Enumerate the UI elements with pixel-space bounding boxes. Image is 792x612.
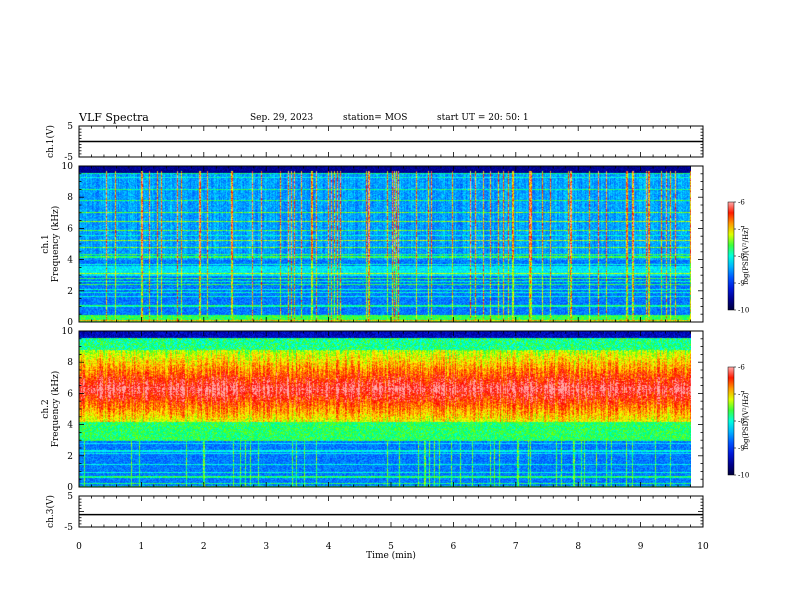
x-tick-label: 9 — [638, 542, 644, 552]
y-tick-label: 4 — [67, 421, 73, 431]
ch1-voltage-ylabel-line: ch.1(V) — [45, 125, 56, 158]
y-tick-label: -5 — [64, 153, 73, 163]
ch1-frequency-ylabel: ch.1 Frequency (kHz) — [41, 206, 61, 283]
colorbar-tick-label: -7 — [738, 391, 745, 399]
y-tick-label: 4 — [67, 256, 73, 266]
y-tick-label: 5 — [67, 492, 73, 502]
colorbar-tick-label: -8 — [738, 253, 745, 261]
x-tick-label: 8 — [575, 542, 581, 552]
x-tick-label: 1 — [139, 542, 145, 552]
colorbar-tick-label: -8 — [738, 418, 745, 426]
x-tick-label: 5 — [388, 542, 394, 552]
colorbar-tick-label: -10 — [738, 307, 749, 315]
y-tick-label: 2 — [67, 287, 73, 297]
colorbar-label-2: log(PSD)(V²/Hz) — [742, 392, 750, 449]
ch1-frequency-ylabel-line: ch.1 — [41, 234, 51, 253]
x-tick-label: 2 — [201, 542, 207, 552]
colorbar-label-text: log(PSD)(V²/Hz) — [742, 392, 750, 449]
axes-layer — [78, 125, 736, 528]
y-tick-label: 6 — [67, 224, 73, 234]
colorbar-tick-label: -6 — [738, 364, 745, 372]
colorbar-1 — [727, 201, 735, 311]
y-tick-label: 10 — [62, 162, 74, 172]
colorbar-tick-label: -7 — [738, 226, 745, 234]
ch1-voltage-ylabel: ch.1(V) — [45, 125, 56, 158]
spectrogram-layer — [79, 166, 691, 487]
ch1-frequency-ylabel-line: Frequency (kHz) — [50, 206, 61, 283]
ch2-frequency-ylabel-line: ch.2 — [41, 399, 51, 418]
ch2-frequency-ylabel: ch.2 Frequency (kHz) — [41, 371, 61, 448]
colorbar-label-text: log(PSD)(V²/Hz) — [742, 227, 750, 284]
ch2-spectrogram-image — [79, 331, 691, 487]
y-tick-label: 5 — [67, 122, 73, 132]
x-tick-label: 0 — [76, 542, 82, 552]
y-tick-label: 0 — [67, 483, 73, 493]
colorbar-2 — [727, 366, 735, 476]
ch3-voltage-ylabel: ch.3(V) — [45, 495, 56, 528]
x-tick-label: 10 — [697, 542, 709, 552]
ch1-spectrogram-image — [79, 166, 691, 322]
date-label: Sep. 29, 2023 — [250, 113, 314, 123]
station-label: station= MOS — [343, 113, 408, 123]
colorbar-tick-label: -10 — [738, 472, 749, 480]
x-tick-label: 4 — [326, 542, 332, 552]
colorbar-tick-label: -6 — [738, 199, 745, 207]
x-tick-label: 6 — [451, 542, 457, 552]
y-tick-label: 0 — [67, 318, 73, 328]
colorbar-tick-label: -9 — [738, 445, 745, 453]
y-tick-label: 8 — [67, 193, 73, 203]
start-time-label: start UT = 20: 50: 1 — [437, 113, 529, 123]
x-axis-label: Time (min) — [366, 550, 416, 561]
ch2-frequency-ylabel-line: Frequency (kHz) — [50, 371, 61, 448]
y-tick-label: 10 — [62, 327, 74, 337]
y-tick-label: 8 — [67, 358, 73, 368]
colorbar-label-1: log(PSD)(V²/Hz) — [742, 227, 750, 284]
y-tick-label: 6 — [67, 389, 73, 399]
ch3-voltage-ylabel-line: ch.3(V) — [45, 495, 56, 528]
y-tick-label: -5 — [64, 523, 73, 533]
colorbar-tick-label: -9 — [738, 280, 745, 288]
chart-title: VLF Spectra — [79, 111, 149, 124]
x-tick-label: 3 — [263, 542, 269, 552]
y-tick-label: 2 — [67, 452, 73, 462]
x-tick-label: 7 — [513, 542, 519, 552]
